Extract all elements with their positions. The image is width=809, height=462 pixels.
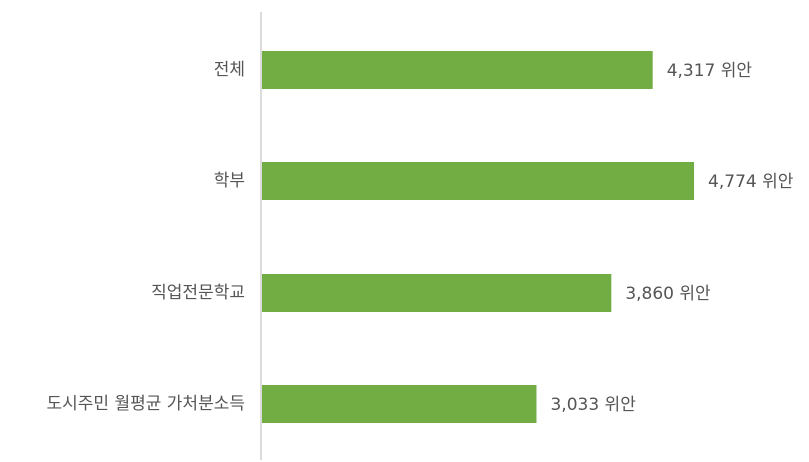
- category-label-0: 전체: [214, 60, 245, 80]
- value-label-1: 4,774 위안: [708, 172, 794, 192]
- category-label-3: 도시주민 월평균 가처분소득: [47, 394, 246, 414]
- bar-3: [262, 385, 537, 423]
- bar-2: [262, 274, 612, 312]
- value-label-0: 4,317 위안: [667, 61, 753, 81]
- category-label-2: 직업전문학교: [151, 283, 245, 303]
- category-label-1: 학부: [214, 171, 245, 191]
- value-label-2: 3,860 위안: [625, 284, 711, 304]
- bar-0: [262, 51, 653, 89]
- bar-1: [262, 162, 695, 200]
- value-label-3: 3,033 위안: [550, 395, 636, 415]
